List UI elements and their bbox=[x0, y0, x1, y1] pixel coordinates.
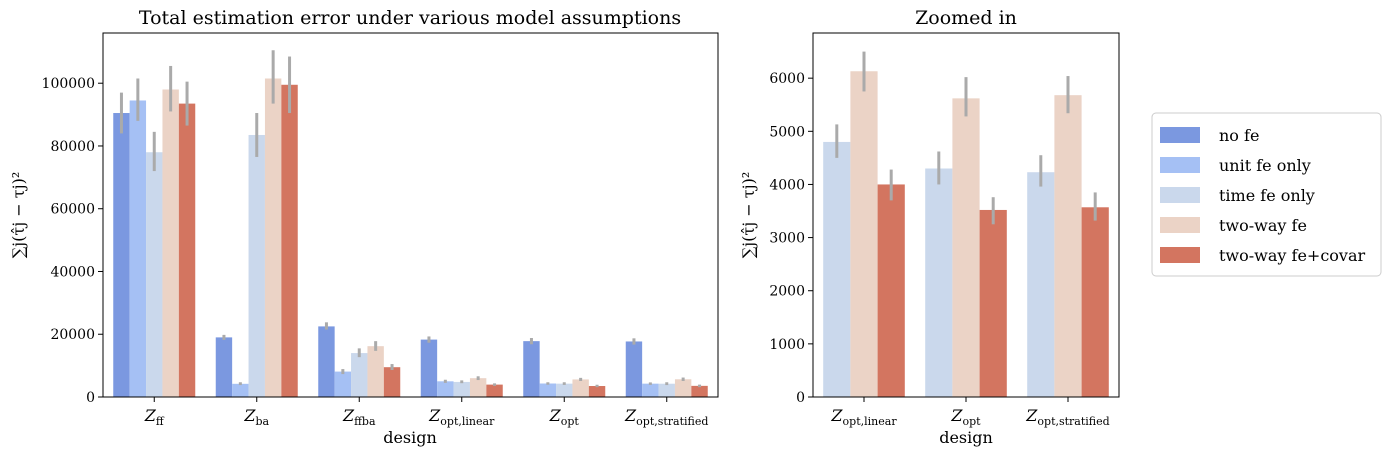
left-bars bbox=[113, 78, 708, 398]
right-ytick-label-0: 0 bbox=[796, 390, 805, 406]
right-bar-two-way-fe-0 bbox=[850, 71, 878, 397]
left-ytick-label-2: 40000 bbox=[50, 264, 95, 280]
left-ytick-label-0: 0 bbox=[86, 390, 95, 406]
left-bar-two-way-fe-5 bbox=[674, 379, 692, 397]
left-bar-two-way-fe-1 bbox=[264, 78, 282, 397]
left-bar-two-way-fe-3 bbox=[469, 378, 487, 397]
left-xtick-label-5: Zopt,stratified bbox=[624, 406, 708, 428]
legend-swatch-1 bbox=[1160, 157, 1200, 173]
left-bar-no-fe-2 bbox=[318, 326, 335, 397]
left-bar-time-fe-only-5 bbox=[658, 383, 675, 397]
legend-frame bbox=[1151, 112, 1382, 277]
left-bar-unit-fe-only-2 bbox=[334, 371, 352, 397]
left-bar-no-fe-4 bbox=[523, 341, 540, 397]
right-xtick-label-2: Zopt,stratified bbox=[1025, 406, 1109, 428]
left-chart-title: Total estimation error under various mod… bbox=[139, 7, 681, 29]
left-bar-two-way-fe-covar-0 bbox=[178, 103, 196, 397]
left-bar-no-fe-1 bbox=[215, 337, 233, 397]
left-error-bars bbox=[119, 50, 702, 388]
right-ytick-label-2: 2000 bbox=[769, 284, 805, 300]
right-x-axis-label: design bbox=[939, 428, 993, 447]
right-bar-time-fe-only-0 bbox=[823, 141, 851, 397]
left-ytick-label-1: 20000 bbox=[50, 327, 95, 343]
right-ytick-label-3: 3000 bbox=[769, 231, 805, 247]
legend-swatch-2 bbox=[1160, 187, 1200, 203]
right-xtick-label-1: Zopt bbox=[950, 406, 981, 428]
legend-label-3: two-way fe bbox=[1219, 216, 1307, 235]
right-bar-two-way-fe-covar-0 bbox=[877, 184, 905, 397]
left-bar-two-way-fe-2 bbox=[367, 346, 384, 397]
left-bar-time-fe-only-4 bbox=[556, 383, 573, 397]
right-bars bbox=[823, 71, 1109, 398]
right-y-ticks: 0 1000 2000 3000 4000 5000 6000 bbox=[769, 71, 813, 406]
left-xtick-label-3: Zopt,linear bbox=[428, 406, 495, 428]
right-bar-two-way-fe-covar-2 bbox=[1081, 207, 1109, 397]
right-bar-time-fe-only-2 bbox=[1027, 172, 1055, 397]
right-bar-time-fe-only-1 bbox=[925, 168, 953, 397]
right-y-axis-label: ∑j(τ̂j − τj)² bbox=[739, 172, 758, 258]
left-ytick-label-4: 80000 bbox=[50, 139, 95, 155]
left-x-axis-label: design bbox=[383, 428, 437, 447]
legend-swatch-4 bbox=[1160, 247, 1200, 263]
right-bar-two-way-fe-covar-1 bbox=[979, 209, 1007, 397]
left-bar-unit-fe-only-0 bbox=[129, 100, 147, 397]
legend-label-0: no fe bbox=[1219, 126, 1259, 145]
left-xtick-label-4: Zopt bbox=[549, 406, 580, 428]
left-bar-two-way-fe-covar-1 bbox=[281, 84, 298, 397]
left-bar-unit-fe-only-1 bbox=[232, 383, 249, 397]
left-bar-unit-fe-only-5 bbox=[642, 383, 659, 397]
left-xtick-label-1: Zba bbox=[243, 406, 269, 428]
legend-label-4: two-way fe+covar bbox=[1219, 246, 1365, 265]
right-xtick-label-0: Zopt,linear bbox=[830, 406, 897, 428]
left-xtick-label-0: Zff bbox=[144, 406, 165, 428]
left-xtick-label-2: Zffba bbox=[342, 406, 376, 428]
right-ytick-label-4: 4000 bbox=[769, 177, 805, 193]
left-bar-time-fe-only-3 bbox=[453, 381, 470, 397]
left-bar-no-fe-3 bbox=[420, 339, 438, 397]
left-y-axis-label: ∑j(τ̂j − τj)² bbox=[9, 172, 28, 258]
right-bar-two-way-fe-1 bbox=[952, 98, 980, 398]
left-bar-unit-fe-only-4 bbox=[539, 383, 557, 397]
right-ytick-label-6: 6000 bbox=[769, 71, 805, 87]
left-bar-no-fe-0 bbox=[113, 113, 130, 398]
right-error-bars bbox=[835, 51, 1097, 225]
legend-label-2: time fe only bbox=[1219, 186, 1315, 205]
legend-swatch-0 bbox=[1160, 127, 1200, 143]
legend-label-1: unit fe only bbox=[1219, 156, 1311, 175]
left-plot-frame bbox=[102, 32, 719, 398]
right-x-ticks: Zopt,linear Zopt Zopt,stratified bbox=[830, 397, 1110, 428]
left-bar-unit-fe-only-3 bbox=[437, 381, 454, 397]
left-ytick-label-3: 60000 bbox=[50, 202, 95, 218]
right-ytick-label-1: 1000 bbox=[769, 337, 805, 353]
left-chart-panel: Total estimation error under various mod… bbox=[9, 7, 719, 447]
legend-swatch-3 bbox=[1160, 217, 1200, 233]
left-bar-two-way-fe-4 bbox=[572, 379, 589, 397]
left-bar-two-way-fe-covar-5 bbox=[691, 385, 708, 397]
left-bar-no-fe-5 bbox=[625, 341, 643, 397]
left-bar-two-way-fe-covar-4 bbox=[588, 386, 606, 397]
right-bar-two-way-fe-2 bbox=[1054, 95, 1082, 398]
left-bar-time-fe-only-2 bbox=[351, 353, 368, 397]
right-ytick-label-5: 5000 bbox=[769, 124, 805, 140]
legend: no fe unit fe only time fe only two-way fe t… bbox=[1151, 112, 1382, 277]
left-bar-two-way-fe-covar-2 bbox=[383, 367, 401, 397]
right-chart-title: Zoomed in bbox=[915, 7, 1017, 29]
left-y-ticks: 0 20000 40000 60000 80000 100000 bbox=[42, 76, 103, 406]
left-bar-two-way-fe-covar-3 bbox=[486, 384, 503, 397]
left-bar-time-fe-only-0 bbox=[146, 152, 163, 397]
right-chart-panel: Zoomed in 0 1000 2000 3000 4000 5000 6000 Zopt… bbox=[739, 7, 1120, 447]
left-bar-two-way-fe-0 bbox=[162, 89, 179, 397]
right-plot-frame bbox=[812, 32, 1120, 398]
left-bar-time-fe-only-1 bbox=[248, 134, 265, 398]
left-x-ticks: Zff Zba Zffba Zopt,linear Zopt Zopt,stratifie… bbox=[144, 397, 708, 428]
left-ytick-label-5: 100000 bbox=[42, 76, 95, 92]
